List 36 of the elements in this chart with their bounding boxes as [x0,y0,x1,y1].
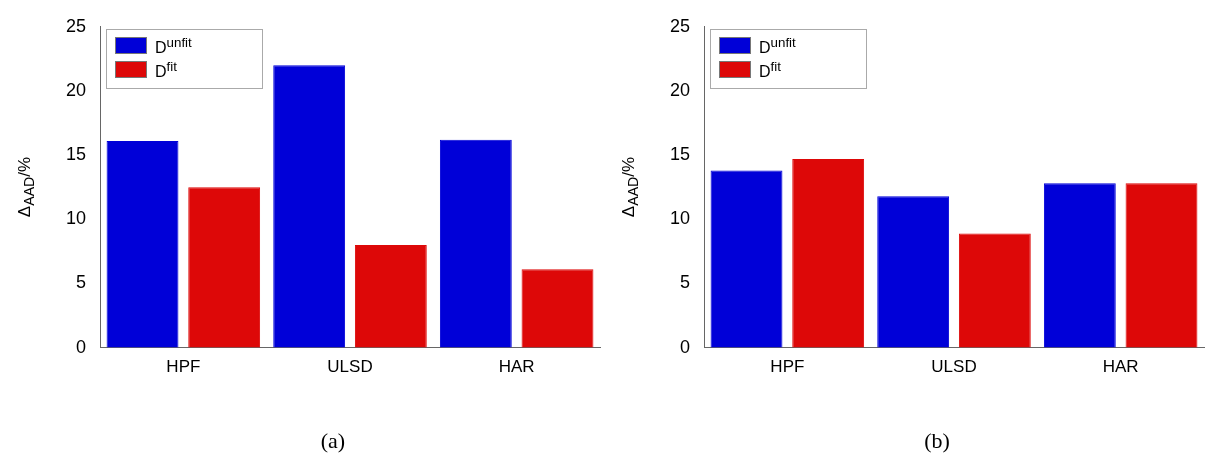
x-tick-label: HAR [498,357,535,377]
bar [710,170,783,348]
y-tick-label: 20 [669,79,691,100]
y-tick-label: 5 [680,272,691,293]
y-tick-label: 10 [65,208,87,229]
text: (a) [319,428,347,454]
y-tick-label: 25 [65,15,87,36]
bar [106,141,179,348]
y-tick-label: 20 [65,79,87,100]
legend-label: D$^{unfit}$ [155,34,192,57]
y-tick-label: 5 [76,272,87,293]
bar [354,244,427,348]
bar [792,158,865,348]
x-tick-label: HPF [166,357,201,377]
x-tick-label: HAR [1102,357,1139,377]
y-tick-label: 15 [669,144,691,165]
bar [1043,183,1116,348]
bar [188,187,261,348]
text: (b) [923,428,951,454]
y-tick-label: 15 [65,144,87,165]
bar [439,139,512,348]
x-tick-label: ULSD [931,357,977,377]
bar [521,269,594,348]
legend-label: D$^{fit}$ [759,58,781,81]
legend-label: D$^{fit}$ [155,58,177,81]
bar [877,196,950,348]
x-tick-label: ULSD [327,357,373,377]
bar [1125,183,1198,348]
y-tick-label: 0 [680,336,691,357]
bar [958,233,1031,348]
y-tick-label: 10 [669,208,691,229]
legend-label: D$^{unfit}$ [759,34,796,57]
y-tick-label: 25 [669,15,691,36]
bar [273,65,346,348]
x-tick-label: HPF [770,357,805,377]
y-tick-label: 0 [76,336,87,357]
